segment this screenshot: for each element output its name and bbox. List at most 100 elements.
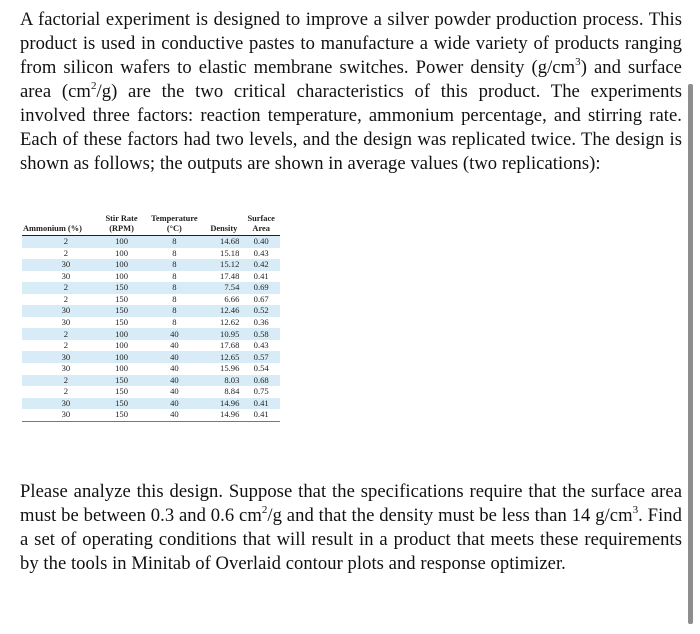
cell-density: 15.96 (205, 363, 243, 375)
cell-surface-area: 0.57 (242, 351, 280, 364)
cell-stir-rate: 100 (99, 351, 144, 364)
table-row: 2 100 40 17.68 0.43 (22, 339, 280, 352)
header-stir-rate-unit: (RPM) (99, 223, 144, 236)
question-text-part-1: Please analyze this design. Suppose that… (20, 481, 682, 526)
cell-surface-area: 0.36 (242, 316, 280, 329)
cell-temperature: 40 (143, 351, 206, 364)
cell-density: 8.03 (205, 374, 243, 387)
table-row: 30 100 8 17.48 0.41 (22, 270, 280, 283)
cell-density: 17.68 (205, 339, 243, 352)
cell-stir-rate: 150 (99, 397, 144, 410)
cell-stir-rate: 150 (99, 316, 144, 329)
cell-density: 15.12 (205, 259, 243, 271)
cell-surface-area: 0.43 (242, 247, 280, 260)
cell-surface-area: 0.58 (242, 328, 280, 340)
header-temperature-unit: (°C) (143, 223, 206, 236)
cell-temperature: 40 (143, 409, 206, 422)
cell-ammonium: 2 (22, 374, 100, 387)
cell-ammonium: 2 (22, 247, 100, 260)
table-row: 30 150 8 12.46 0.52 (22, 305, 280, 317)
table-row: 2 150 8 7.54 0.69 (22, 282, 280, 294)
cell-density: 12.46 (205, 305, 243, 317)
cell-stir-rate: 100 (99, 339, 144, 352)
cell-ammonium: 2 (22, 328, 100, 340)
table-row: 30 100 40 12.65 0.57 (22, 351, 280, 364)
cell-temperature: 40 (143, 386, 206, 398)
cell-surface-area: 0.75 (242, 386, 280, 398)
cell-temperature: 8 (143, 259, 206, 271)
cell-temperature: 8 (143, 235, 206, 248)
table-row: 30 150 8 12.62 0.36 (22, 316, 280, 329)
intro-text-part-2: ) and surface area (cm (20, 57, 682, 102)
cell-ammonium: 2 (22, 339, 100, 352)
cell-stir-rate: 150 (99, 409, 144, 422)
cell-temperature: 8 (143, 282, 206, 294)
table-row: 30 100 40 15.96 0.54 (22, 363, 280, 375)
cell-surface-area: 0.54 (242, 363, 280, 375)
header-density-spacer (205, 214, 242, 224)
table-body: 2 100 8 14.68 0.40 2 100 8 15.18 0.43 30 100 8 15.12 0… (22, 235, 280, 422)
cell-density: 14.68 (205, 235, 243, 248)
cell-surface-area: 0.40 (242, 235, 280, 248)
cell-ammonium: 30 (22, 397, 100, 410)
cell-surface-area: 0.69 (242, 282, 280, 294)
cell-temperature: 8 (143, 316, 206, 329)
table-row: 2 100 40 10.95 0.58 (22, 328, 280, 340)
cell-stir-rate: 100 (99, 328, 144, 340)
table-row: 30 150 40 14.96 0.41 (22, 409, 280, 422)
cell-ammonium: 30 (22, 305, 100, 317)
cell-density: 7.54 (205, 282, 243, 294)
cell-surface-area: 0.52 (242, 305, 280, 317)
header-area: Area (242, 223, 280, 236)
cell-density: 15.18 (205, 247, 243, 260)
cell-density: 12.62 (205, 316, 243, 329)
cell-density: 14.96 (205, 397, 243, 410)
cell-stir-rate: 150 (99, 293, 144, 306)
cell-temperature: 8 (143, 270, 206, 283)
cell-stir-rate: 100 (99, 235, 144, 248)
cell-ammonium: 30 (22, 351, 100, 364)
cell-density: 6.66 (205, 293, 243, 306)
cell-surface-area: 0.67 (242, 293, 280, 306)
cell-surface-area: 0.41 (242, 409, 280, 422)
design-table: Stir Rate Temperature Surface Ammonium (… (22, 214, 280, 422)
cell-temperature: 40 (143, 397, 206, 410)
table-row: 2 150 8 6.66 0.67 (22, 293, 280, 306)
superscript-3: 3 (575, 55, 581, 68)
question-text-part-2: /g and that the density must be less tha… (267, 505, 633, 526)
header-ammonium-spacer (22, 214, 100, 224)
cell-density: 8.84 (205, 386, 243, 398)
cell-stir-rate: 100 (99, 259, 144, 271)
cell-ammonium: 30 (22, 270, 100, 283)
cell-surface-area: 0.43 (242, 339, 280, 352)
cell-temperature: 40 (143, 328, 206, 340)
cell-density: 10.95 (205, 328, 243, 340)
intro-text-part-3: /g) are the two critical characteristics… (20, 81, 682, 174)
cell-stir-rate: 150 (99, 386, 144, 398)
superscript-2: 2 (261, 503, 268, 516)
intro-text-part-1: A factorial experiment is designed to im… (20, 9, 682, 78)
cell-stir-rate: 100 (99, 247, 144, 260)
cell-stir-rate: 150 (99, 305, 144, 317)
problem-intro-paragraph: A factorial experiment is designed to im… (20, 8, 682, 176)
header-surface: Surface (247, 214, 275, 223)
superscript-2: 2 (90, 79, 97, 92)
cell-surface-area: 0.41 (242, 270, 280, 283)
table-row: 30 150 40 14.96 0.41 (22, 397, 280, 410)
cell-ammonium: 2 (22, 293, 100, 306)
cell-surface-area: 0.41 (242, 397, 280, 410)
cell-stir-rate: 100 (99, 270, 144, 283)
cell-ammonium: 30 (22, 259, 100, 271)
cell-stir-rate: 150 (99, 374, 144, 387)
header-ammonium: Ammonium (%) (22, 223, 100, 236)
cell-temperature: 40 (143, 339, 206, 352)
cell-ammonium: 2 (22, 386, 100, 398)
scrollbar[interactable] (688, 84, 693, 624)
cell-temperature: 8 (143, 293, 206, 306)
cell-density: 14.96 (205, 409, 243, 422)
cell-temperature: 40 (143, 363, 206, 375)
cell-temperature: 8 (143, 247, 206, 260)
superscript-3: 3 (632, 503, 639, 516)
cell-surface-area: 0.68 (242, 374, 280, 387)
cell-density: 17.48 (205, 270, 243, 283)
